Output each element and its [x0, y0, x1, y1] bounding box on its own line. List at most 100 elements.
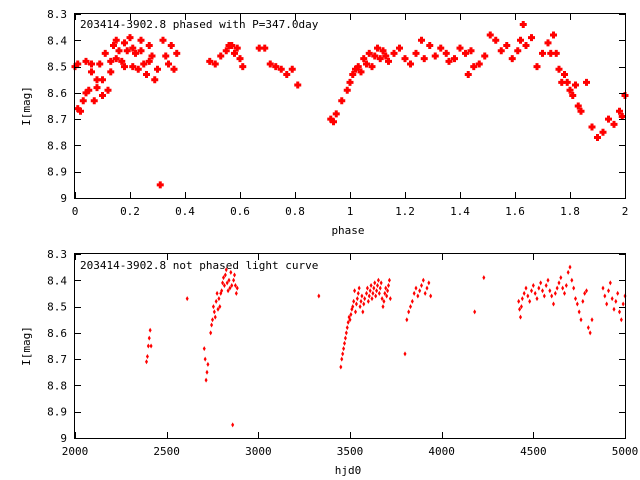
- phased-plot: 0 0.2 0.4 0.6 0.8 1 1.2 1.4 1.6 1.8 2 8.3 8.4 8.5 8.6…: [20, 8, 629, 237]
- phased-y-tick-label: 8.5: [47, 61, 67, 74]
- unphased-data-point: [482, 275, 486, 281]
- phased-data-point: [255, 44, 263, 52]
- phased-data-point: [616, 107, 623, 115]
- unphased-data-point: [202, 346, 206, 352]
- phased-data-point: [382, 52, 390, 60]
- unphased-data-point: [185, 296, 189, 302]
- unphased-data-point: [568, 264, 572, 270]
- phased-data-point: [88, 68, 95, 76]
- phased-data-point: [390, 49, 398, 57]
- unphased-data-point: [608, 280, 612, 286]
- phased-data-point: [519, 21, 527, 29]
- unphased-data-point: [343, 335, 347, 341]
- unphased-data-point: [384, 285, 388, 291]
- phased-data-point: [396, 44, 403, 52]
- unphased-data-point: [147, 335, 151, 341]
- unphased-data-point: [530, 288, 533, 294]
- phased-data-point: [110, 42, 117, 50]
- unphased-data-point: [385, 293, 389, 299]
- unphased-data-point: [581, 298, 585, 304]
- unphased-y-tick-label: 8.5: [47, 301, 67, 314]
- unphased-data-point: [341, 351, 345, 357]
- phased-data-point: [445, 57, 453, 65]
- unphased-data-point: [614, 298, 618, 304]
- unphased-data-point: [375, 288, 379, 294]
- unphased-data-point: [621, 301, 625, 307]
- unphased-data-point: [528, 298, 532, 304]
- phased-y-axis-label: I[mag]: [20, 86, 33, 126]
- unphased-data-point: [145, 354, 149, 360]
- phased-data-point: [363, 60, 370, 68]
- phased-data-point: [156, 181, 164, 189]
- unphased-data-point: [612, 306, 616, 312]
- unphased-data-point: [204, 377, 208, 383]
- unphased-data-point: [585, 288, 588, 294]
- unphased-data-point: [359, 298, 363, 304]
- unphased-data-point: [362, 301, 366, 307]
- phased-data-point: [412, 49, 420, 57]
- phased-data-point: [555, 65, 563, 73]
- phased-data-point: [107, 68, 115, 76]
- phased-data-point: [165, 60, 172, 68]
- unphased-data-point: [234, 290, 238, 296]
- phased-data-point: [167, 42, 175, 50]
- unphased-y-tick-label: 8.9: [47, 406, 67, 419]
- phased-data-point: [368, 63, 376, 71]
- phased-data-point: [561, 70, 568, 78]
- phased-data-point: [121, 63, 128, 71]
- phased-data-point: [431, 52, 439, 60]
- unphased-data-point: [218, 304, 222, 310]
- unphased-data-point: [220, 288, 224, 294]
- unphased-data-point: [344, 330, 348, 336]
- unphased-data-point: [570, 277, 574, 283]
- phased-data-point: [288, 65, 296, 73]
- unphased-data-point: [418, 288, 422, 294]
- phased-data-point: [93, 84, 101, 92]
- phased-data-point: [90, 97, 98, 105]
- unphased-data-point: [369, 283, 373, 289]
- phased-data-point: [550, 31, 557, 39]
- unphased-data-point: [231, 422, 235, 428]
- unphased-data-point: [348, 317, 352, 323]
- phased-data-point: [173, 49, 181, 57]
- phased-plot-frame: [74, 13, 626, 199]
- phased-data-point: [563, 78, 571, 86]
- phased-data-point: [261, 44, 269, 52]
- phased-data-point: [343, 86, 351, 94]
- phased-x-tick-label: 0.2: [120, 205, 140, 218]
- phased-data-point: [134, 65, 142, 73]
- unphased-data-point: [349, 311, 353, 317]
- unphased-data-point: [548, 288, 552, 294]
- phased-data-point: [566, 86, 574, 94]
- phased-data-point: [547, 49, 555, 57]
- phased-data-point: [426, 42, 434, 50]
- unphased-data-point: [388, 296, 392, 302]
- phased-data-point: [159, 36, 167, 44]
- unphased-data-point: [605, 301, 609, 307]
- unphased-data-point: [559, 275, 563, 281]
- unphased-data-point: [387, 283, 390, 289]
- unphased-x-tick-label: 3000: [245, 445, 272, 458]
- phased-y-ticks: 8.3 8.4 8.5 8.6 8.7 8.8 8.9 9: [47, 8, 625, 205]
- unphased-data-point: [229, 269, 233, 275]
- phased-data-point: [492, 36, 500, 44]
- phased-data-point: [338, 97, 346, 105]
- unphased-data-point: [555, 285, 559, 291]
- phased-data-point: [407, 60, 414, 68]
- unphased-data-point: [610, 296, 614, 302]
- unphased-data-point: [574, 296, 577, 302]
- unphased-data-point: [221, 280, 225, 286]
- unphased-data-point: [526, 293, 530, 299]
- unphased-data-point: [366, 298, 370, 304]
- phased-data-point: [456, 44, 464, 52]
- unphased-data-point: [588, 330, 592, 336]
- unphased-data-point: [370, 296, 374, 302]
- unphased-data-point: [228, 285, 232, 291]
- phased-data-point: [217, 52, 225, 60]
- unphased-x-tick-label: 2500: [153, 445, 180, 458]
- unphased-data-point: [346, 319, 350, 325]
- phased-data-point: [74, 105, 82, 113]
- unphased-data-point: [360, 293, 364, 299]
- unphased-data-point: [407, 309, 411, 315]
- unphased-data-point: [206, 361, 210, 367]
